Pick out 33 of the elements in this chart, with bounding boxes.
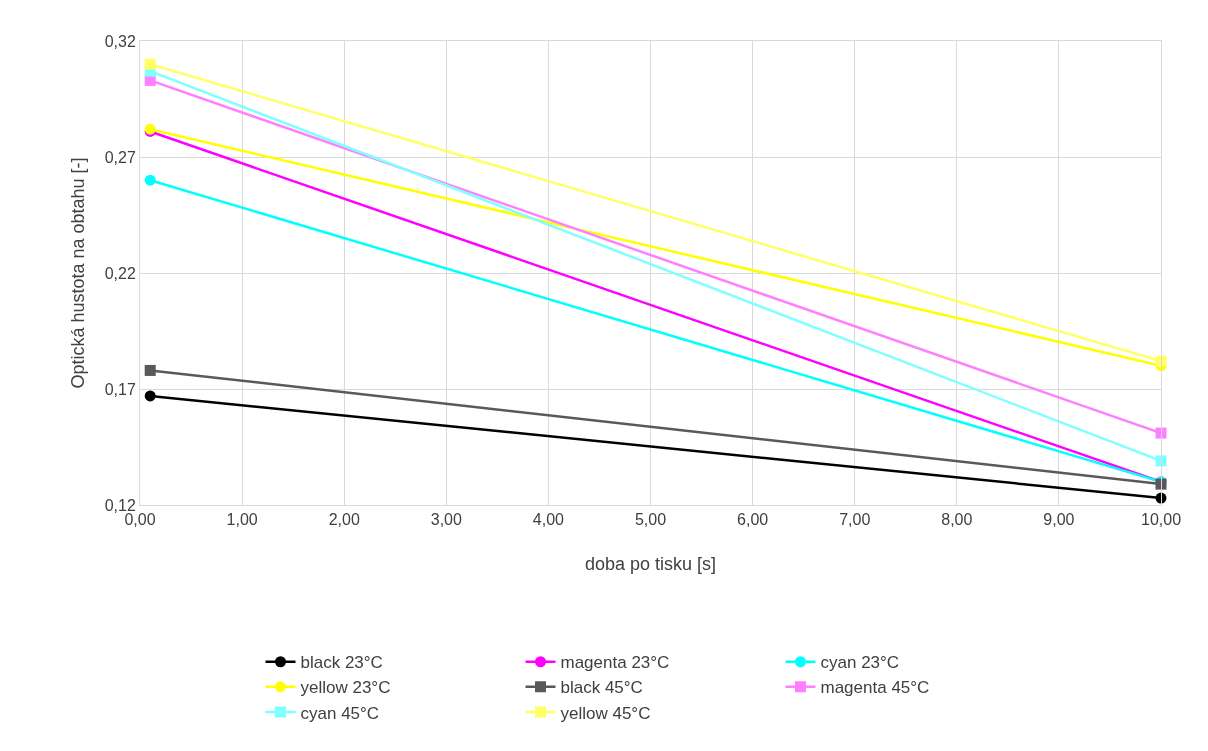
y-tick-label: 0,22 — [104, 264, 136, 282]
point — [144, 364, 156, 376]
x-tick-label: 3,00 — [430, 511, 462, 529]
point — [1155, 427, 1167, 439]
x-tick-label: 1,00 — [226, 511, 258, 529]
legend-label: black 45°C — [560, 678, 643, 698]
y-tick-label: 0,12 — [104, 496, 136, 514]
x-tick-label: 7,00 — [839, 511, 871, 529]
x-tick-label: 4,00 — [532, 511, 565, 529]
legend-label: cyan 45°C — [300, 703, 380, 723]
point — [144, 58, 156, 70]
x-tick-label: 5,00 — [634, 511, 667, 529]
legend-label: cyan 23°C — [820, 653, 900, 673]
x-tick-label: 6,00 — [737, 511, 769, 529]
x-tick-label: 8,00 — [941, 511, 973, 529]
x-tick-label: 10,00 — [1140, 511, 1182, 529]
legend-label: yellow 23°C — [300, 678, 391, 698]
point — [144, 174, 156, 186]
legend-label: yellow 45°C — [560, 703, 651, 723]
x-tick-label: 9,00 — [1043, 511, 1075, 529]
x-tick-label: 0,00 — [124, 511, 156, 529]
x-axis-title: doba po tisku [s] — [584, 554, 717, 575]
point — [144, 390, 156, 402]
x-tick-label: 2,00 — [328, 511, 360, 529]
legend-label: magenta 45°C — [820, 678, 930, 698]
y-tick-label: 0,17 — [104, 380, 136, 398]
legend-label: black 23°C — [300, 653, 383, 673]
y-tick-label: 0,27 — [104, 148, 136, 166]
point — [1155, 355, 1167, 367]
point — [1155, 455, 1167, 467]
legend-label: magenta 23°C — [560, 653, 670, 673]
y-axis-title: Optická hustota na obtahu [-] — [67, 157, 88, 389]
y-tick-label: 0,32 — [104, 32, 136, 50]
